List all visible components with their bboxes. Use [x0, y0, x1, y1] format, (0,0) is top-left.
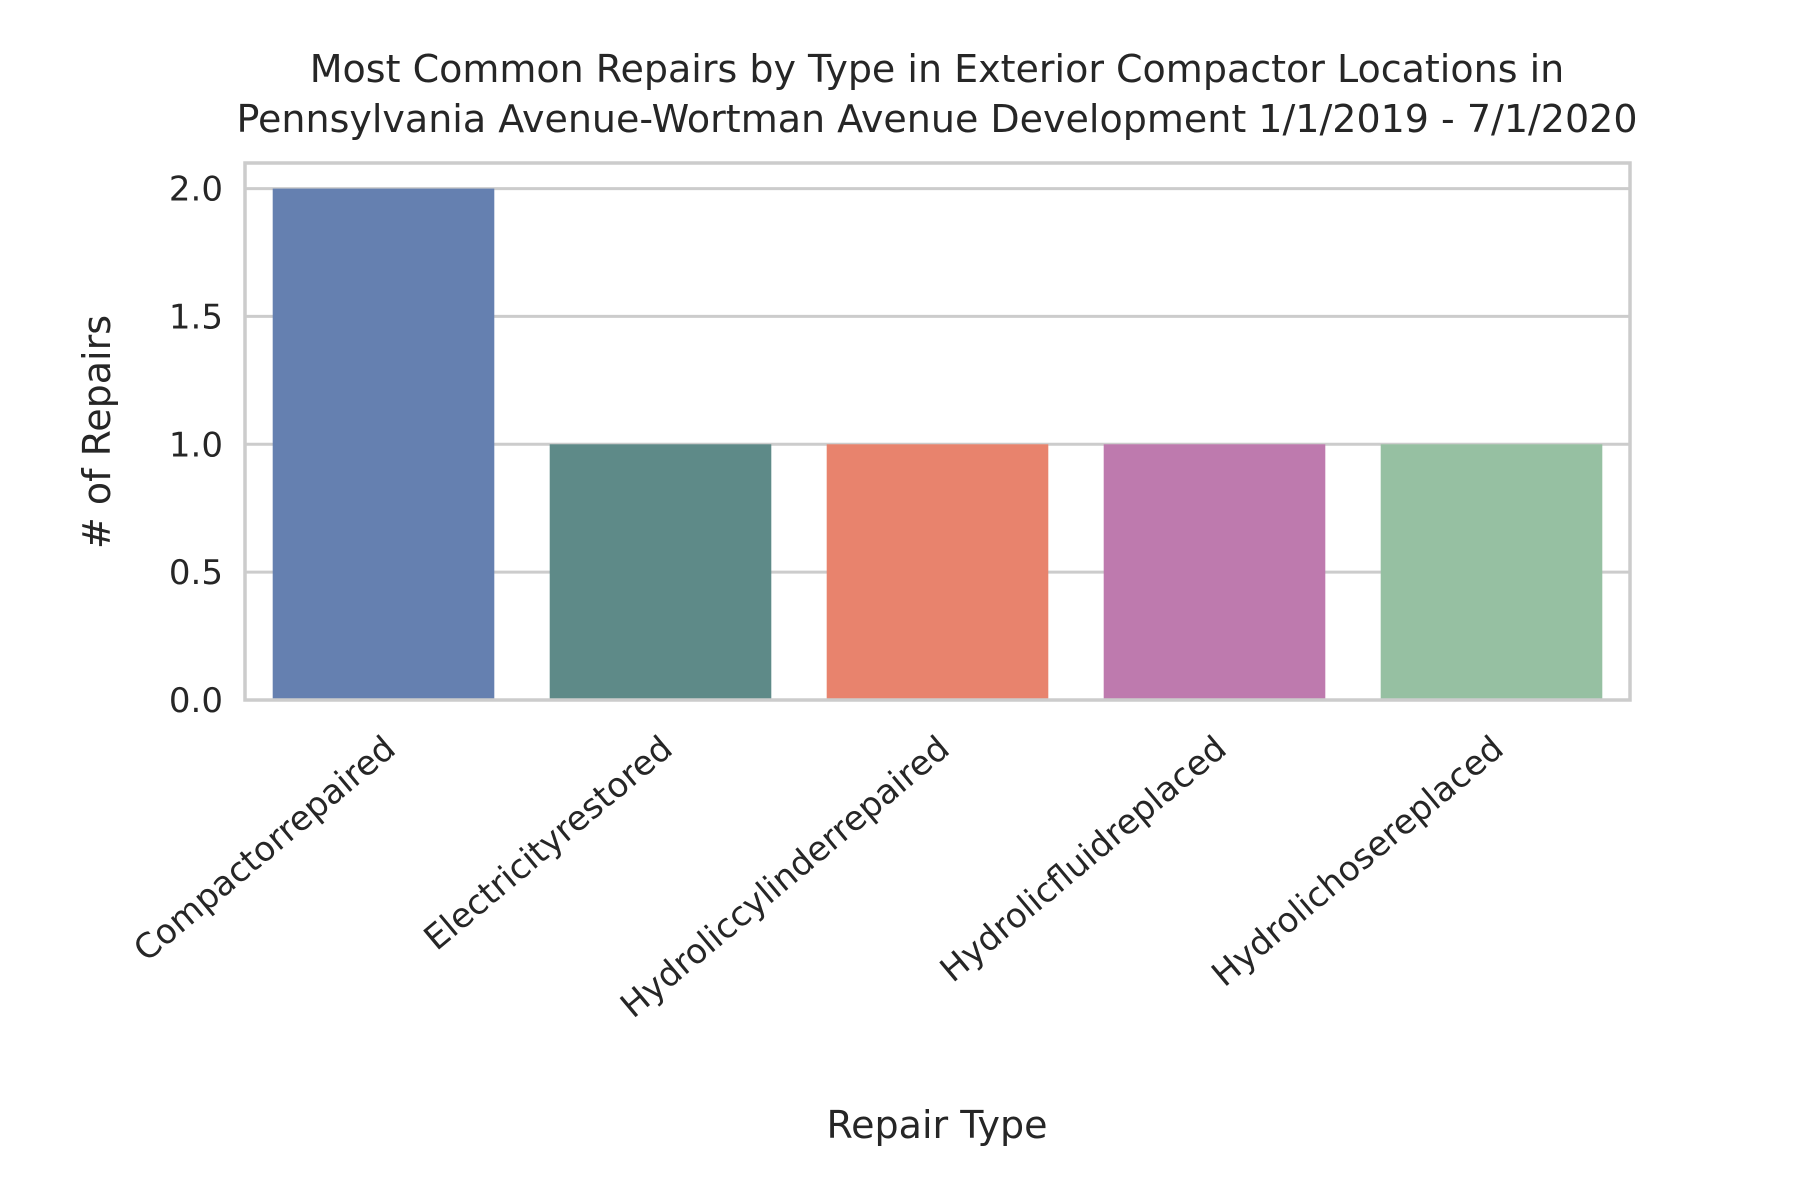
- bars: [272, 188, 1603, 701]
- y-axis-label: # of Repairs: [75, 315, 119, 549]
- plot-area-frame: [243, 161, 1632, 702]
- y-tick-labels: 0.0 0.5 1.0 1.5 2.0: [169, 170, 223, 721]
- bar-hydroliccylinderrepaired: [826, 444, 1049, 700]
- y-tick-label: 2.0: [169, 170, 223, 210]
- y-tick-label: 1.5: [169, 297, 223, 337]
- bar-hydrolichosereplaced: [1380, 444, 1603, 700]
- bar-hydrolicfluidreplaced: [1103, 444, 1326, 700]
- x-axis-label: Repair Type: [826, 1103, 1047, 1147]
- y-tick-label: 0.0: [169, 681, 223, 721]
- chart-title-line-1: Most Common Repairs by Type in Exterior …: [310, 47, 1564, 91]
- y-tick-label: 0.5: [169, 553, 223, 593]
- bar-compactorrepaired: [272, 188, 495, 701]
- y-tick-label: 1.0: [169, 425, 223, 465]
- chart-title-line-2: Pennsylvania Avenue-Wortman Avenue Devel…: [236, 97, 1637, 141]
- bar-electricityrestored: [549, 444, 772, 700]
